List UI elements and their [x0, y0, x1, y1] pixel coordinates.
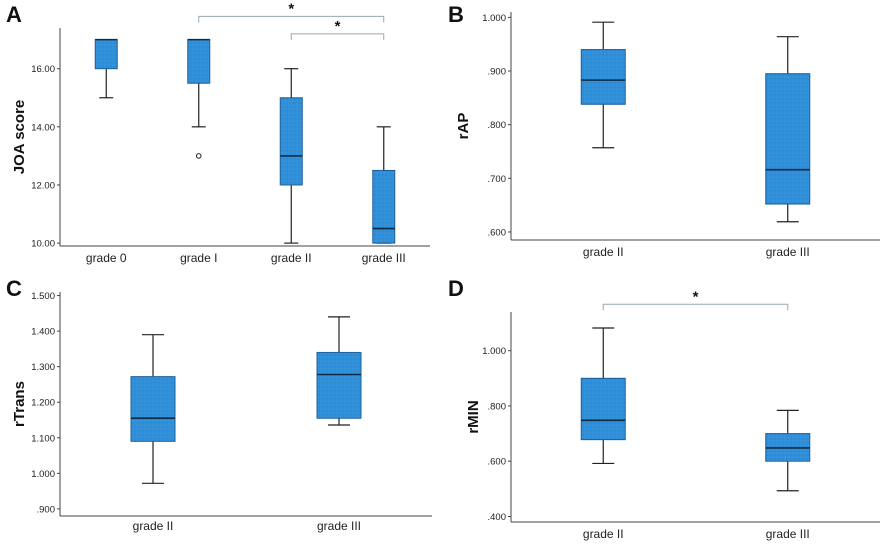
iqr-box-texture — [187, 39, 210, 84]
iqr-box-texture — [372, 170, 395, 244]
x-category-label: grade II — [583, 527, 624, 541]
significance-bracket — [198, 15, 385, 23]
iqr-box-texture — [131, 376, 175, 442]
iqr-box-texture — [95, 39, 118, 69]
iqr-box-texture — [317, 352, 361, 419]
y-axis-label: rAP — [455, 113, 472, 140]
panel-b: B .600 .700 .800 .900 1.000 rAP grade II grade I… — [448, 2, 880, 259]
box-plot-grade-ii — [130, 334, 176, 484]
box-plot-grade-i — [187, 38, 211, 159]
iqr-box-texture — [765, 73, 810, 205]
y-tick-label: 1.000 — [482, 346, 506, 357]
iqr-box-texture — [581, 378, 626, 440]
box-plot-grade-iii — [765, 36, 811, 223]
panel-letter: C — [6, 276, 22, 301]
x-category-label: grade III — [766, 245, 810, 259]
box-plot-grade-ii — [580, 327, 626, 465]
outlier-point — [195, 153, 202, 159]
significance-bracket — [602, 303, 789, 311]
box-plot-grade-iii — [316, 316, 362, 426]
y-tick-label: .600 — [488, 457, 507, 468]
y-axis-label: rMIN — [465, 400, 482, 433]
y-tick-label: 1.400 — [31, 327, 55, 338]
y-tick-label: .900 — [37, 504, 56, 515]
box-plot-grade-ii — [279, 68, 303, 244]
x-category-label: grade 0 — [86, 251, 127, 265]
y-tick-label: 1.200 — [31, 398, 55, 409]
significance-bracket — [290, 33, 385, 40]
x-category-label: grade III — [766, 527, 810, 541]
x-category-label: grade I — [180, 251, 217, 265]
y-tick-label: 1.000 — [31, 469, 55, 480]
y-tick-label: .900 — [488, 67, 507, 78]
panel-letter: A — [6, 2, 22, 27]
y-tick-label: .800 — [488, 120, 507, 131]
significance-label: * — [693, 288, 699, 305]
y-tick-label: 1.000 — [482, 13, 506, 24]
box-plot-grade-iii — [372, 126, 396, 244]
y-tick-label: 1.300 — [31, 362, 55, 373]
x-category-label: grade II — [133, 519, 174, 533]
iqr-box-texture — [280, 97, 303, 185]
panel-letter: D — [448, 276, 464, 301]
y-tick-label: 10.00 — [31, 239, 55, 250]
y-tick-label: .800 — [488, 401, 507, 412]
y-axis-label: rTrans — [11, 381, 28, 427]
y-tick-label: .600 — [488, 227, 507, 238]
y-tick-label: 1.500 — [31, 291, 55, 302]
x-category-label: grade II — [271, 251, 312, 265]
y-axis-label: JOA score — [11, 100, 28, 174]
y-tick-label: 12.00 — [31, 180, 55, 191]
box-plot-grade-0 — [94, 38, 118, 99]
y-tick-label: 14.00 — [31, 122, 55, 133]
iqr-box-texture — [581, 49, 626, 105]
significance-label: * — [335, 18, 341, 35]
x-category-label: grade III — [362, 251, 406, 265]
x-category-label: grade II — [583, 245, 624, 259]
panel-c: C .900 1.000 1.100 1.200 1.300 1.400 1.500 rTran… — [6, 276, 432, 533]
y-tick-label: .400 — [488, 512, 507, 523]
box-plot-grade-ii — [580, 21, 626, 149]
significance-label: * — [288, 0, 294, 17]
x-category-label: grade III — [317, 519, 361, 533]
panel-letter: B — [448, 2, 464, 27]
panel-a: A 10.00 12.00 14.00 16.00 JOA score grade 0 gra… — [6, 0, 430, 265]
box-plot-grade-iii — [765, 409, 811, 492]
panel-d: D .400 .600 .800 1.000 rMIN grade II grade III * — [448, 276, 880, 541]
y-tick-label: .700 — [488, 174, 507, 185]
y-tick-label: 1.100 — [31, 433, 55, 444]
y-tick-label: 16.00 — [31, 64, 55, 75]
